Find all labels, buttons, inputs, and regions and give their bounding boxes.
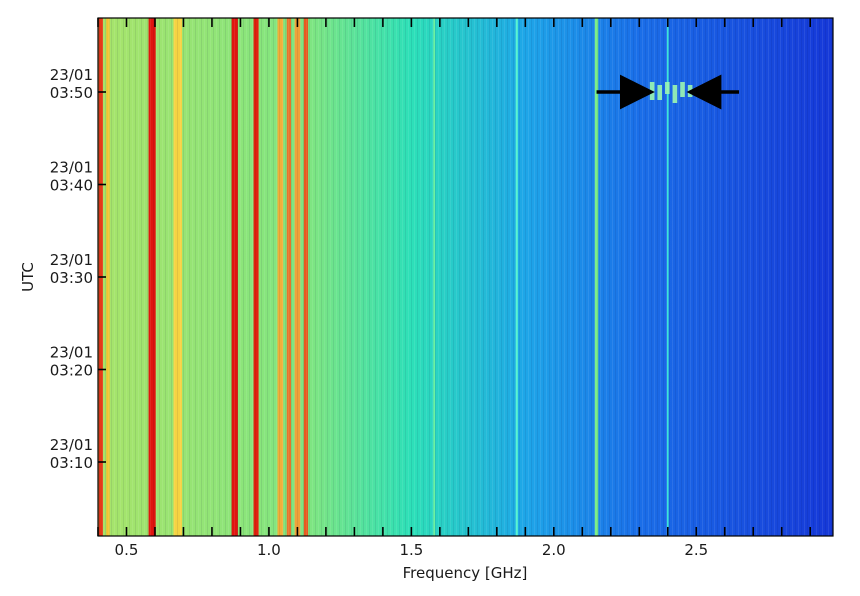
y-tick-label-time: 03:30: [50, 269, 93, 287]
x-tick-label: 0.5: [115, 541, 139, 559]
x-tick-label: 1.0: [257, 541, 281, 559]
y-tick-label-date: 23/01: [50, 344, 93, 362]
y-tick-label-date: 23/01: [50, 159, 93, 177]
burst-segment: [687, 85, 693, 97]
x-axis-title: Frequency [GHz]: [403, 564, 528, 582]
y-tick-label-date: 23/01: [50, 436, 93, 454]
y-tick-label-time: 03:10: [50, 454, 93, 472]
burst-segment: [665, 82, 670, 94]
noise-texture: [98, 18, 833, 536]
burst-segment: [649, 82, 655, 100]
y-tick-label-time: 03:50: [50, 84, 93, 102]
y-tick-label-date: 23/01: [50, 251, 93, 269]
burst-segment: [680, 82, 685, 97]
burst-segment: [672, 85, 678, 103]
y-tick-label-time: 03:40: [50, 177, 93, 195]
y-tick-label-date: 23/01: [50, 66, 93, 84]
x-tick-label: 2.0: [542, 541, 566, 559]
x-tick-label: 1.5: [399, 541, 423, 559]
burst-segment: [657, 85, 663, 100]
x-axis-ticks: 0.5 1.0 1.5 2.0 2.5: [97, 18, 812, 559]
plot-area: [97, 17, 834, 537]
y-axis-ticks: 23/0103:5023/0103:4023/0103:3023/0103:20…: [50, 66, 106, 472]
y-axis-title: UTC: [19, 262, 37, 292]
y-tick-label-time: 03:20: [50, 362, 93, 380]
x-tick-label: 2.5: [684, 541, 708, 559]
